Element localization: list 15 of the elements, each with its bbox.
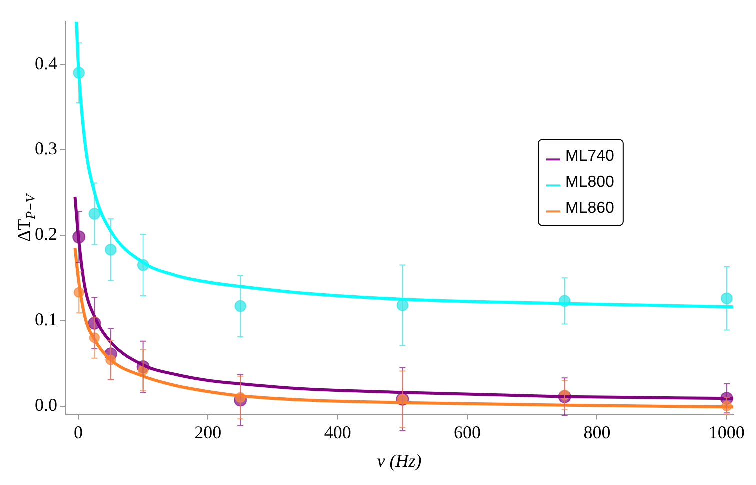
x-tick-label: 1000	[708, 422, 745, 442]
legend-label: ML800	[565, 174, 615, 192]
y-tick-label: 0.4	[35, 53, 58, 74]
x-tick-label: 200	[194, 422, 222, 442]
x-tick-label: 0	[74, 422, 83, 442]
y-tick-label: 0.3	[35, 138, 58, 159]
y-tick-label: 0.2	[35, 224, 58, 244]
x-tick-label: 400	[324, 422, 352, 442]
y-tick-label: 0.1	[35, 310, 58, 330]
legend-label: ML860	[565, 200, 615, 218]
legend-label: ML740	[565, 148, 615, 166]
x-axis-title: ν (Hz)	[377, 450, 422, 471]
x-tick-label: 800	[584, 422, 611, 442]
x-tick-label: 600	[454, 422, 482, 442]
y-tick-label: 0.0	[35, 394, 58, 415]
